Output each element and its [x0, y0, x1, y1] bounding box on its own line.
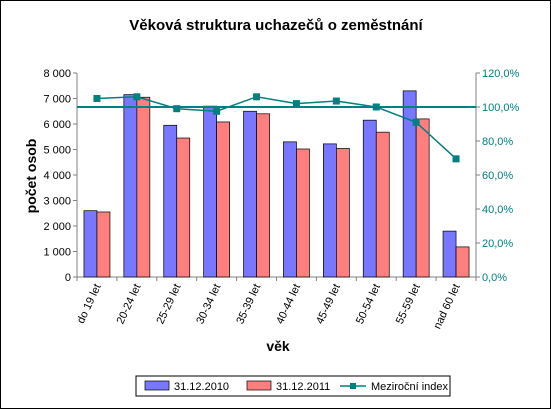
legend: 31.12.2010 31.12.2011 Meziroční index — [135, 375, 451, 397]
legend-label: 31.12.2010 — [174, 381, 229, 393]
line-point — [292, 100, 300, 108]
series-line — [96, 96, 457, 160]
plot-area: 0 1 000 2 000 3 000 4 000 5 000 6 000 7 000 8 00… — [43, 68, 519, 331]
bar — [136, 96, 151, 278]
line-point — [133, 93, 141, 101]
line-point — [412, 118, 420, 126]
x-tick-label: 55-59 let — [394, 282, 423, 326]
bar — [283, 141, 297, 278]
y2-tick-label: 40,0% — [482, 204, 513, 216]
bar — [96, 211, 111, 278]
bar — [123, 94, 138, 278]
y2-tick-label: 100,0% — [482, 102, 520, 114]
x-tick-label: 30-34 let — [194, 282, 223, 326]
y-tick-label: 8 000 — [43, 68, 71, 80]
line-point — [372, 103, 380, 111]
line-point — [452, 155, 460, 163]
bar — [296, 148, 310, 278]
bar — [336, 148, 350, 278]
bar — [176, 137, 191, 278]
x-tick-label: 25-29 let — [154, 282, 183, 326]
y2-tick-label: 20,0% — [482, 238, 513, 250]
y2-tick-label: 60,0% — [482, 170, 513, 182]
x-tick-label: 35-39 let — [234, 282, 263, 326]
bar — [203, 105, 217, 278]
chart-title: Věková struktura uchazečů o zeměstnání — [129, 17, 423, 34]
x-tick-label: do 19 let — [75, 282, 104, 325]
bar — [362, 119, 377, 278]
x-axis-title: věk — [266, 338, 290, 354]
y-tick-label: 2 000 — [43, 221, 71, 233]
line-point — [93, 95, 101, 102]
x-tick-label: 20-24 let — [115, 282, 144, 326]
legend-label: 31.12.2011 — [276, 381, 330, 393]
bar — [323, 143, 337, 278]
bar — [375, 131, 390, 278]
y-axis-title: počet osob — [23, 139, 39, 214]
bar — [243, 110, 257, 278]
x-tick-label: 45-49 let — [314, 282, 343, 326]
y-tick-label: 0 — [65, 272, 71, 284]
x-tick-label: 40-44 let — [274, 282, 303, 326]
bar — [442, 230, 457, 278]
x-tick-label: 50-54 let — [354, 282, 383, 326]
bar — [455, 246, 470, 278]
legend-marker — [350, 383, 356, 389]
y2-tick-label: 120,0% — [482, 68, 520, 80]
line-point — [332, 97, 340, 105]
line-point — [213, 107, 221, 115]
bar — [216, 121, 230, 278]
y-tick-label: 4 000 — [43, 170, 71, 182]
legend-label: Meziroční index — [371, 381, 449, 393]
x-tick-label: nad 60 let — [431, 282, 462, 331]
bar — [256, 113, 270, 278]
y-tick-label: 5 000 — [43, 145, 71, 157]
bar — [163, 124, 178, 278]
y2-tick-label: 80,0% — [482, 136, 513, 148]
bar — [83, 210, 98, 278]
y-tick-label: 7 000 — [43, 94, 71, 106]
line-point — [173, 105, 181, 113]
legend-box — [135, 375, 451, 397]
y-tick-label: 3 000 — [43, 196, 71, 208]
legend-swatch — [246, 380, 272, 391]
y-tick-label: 6 000 — [43, 119, 71, 131]
bar — [415, 118, 430, 278]
legend-swatch — [144, 380, 170, 391]
y2-tick-label: 0,0% — [482, 272, 507, 284]
line-point — [253, 93, 261, 101]
y-tick-label: 1 000 — [43, 247, 71, 259]
